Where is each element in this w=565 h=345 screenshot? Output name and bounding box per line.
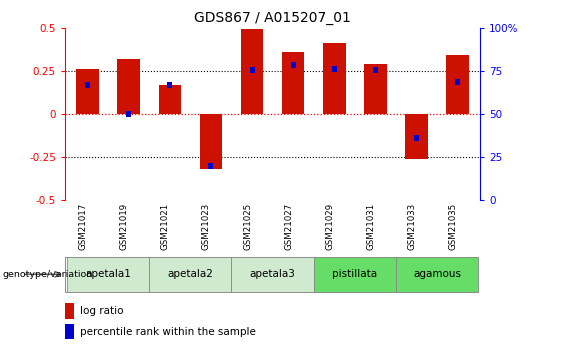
Bar [159,85,181,114]
Bar [118,59,140,114]
Text: percentile rank within the sample: percentile rank within the sample [80,327,256,337]
Bar [76,69,99,114]
Text: genotype/variation: genotype/variation [3,270,93,279]
Text: GSM21017: GSM21017 [79,203,88,250]
Text: pistillata: pistillata [332,269,377,279]
Bar [67,257,149,292]
Text: GSM21029: GSM21029 [325,203,334,250]
Text: apetala1: apetala1 [85,269,131,279]
Bar [455,79,460,85]
Text: GSM21019: GSM21019 [120,203,129,250]
Text: GSM21023: GSM21023 [202,203,211,250]
Bar [126,111,131,117]
Text: GSM21033: GSM21033 [407,203,416,250]
Text: agamous: agamous [413,269,461,279]
Text: GSM21031: GSM21031 [367,203,375,250]
Bar [208,162,214,169]
Bar [232,257,314,292]
Bar [291,62,295,68]
Bar [332,66,337,72]
Bar [65,303,74,319]
Bar [250,67,254,73]
Text: GSM21025: GSM21025 [243,203,252,250]
Bar [241,29,263,114]
Bar [373,67,378,73]
Bar [364,64,386,114]
Bar [282,52,305,114]
Bar [314,257,396,292]
Title: GDS867 / A015207_01: GDS867 / A015207_01 [194,11,351,25]
Bar [446,55,469,114]
Text: GSM21027: GSM21027 [284,203,293,250]
Bar [167,81,172,88]
Bar [323,43,346,114]
Bar [396,257,478,292]
Text: apetala3: apetala3 [250,269,295,279]
Bar [414,135,419,141]
Bar [149,257,232,292]
Bar [405,114,428,159]
Text: apetala2: apetala2 [167,269,214,279]
Bar [199,114,222,169]
Text: GSM21021: GSM21021 [161,203,170,250]
Bar [85,82,90,88]
Text: log ratio: log ratio [80,306,123,316]
Bar [65,324,74,339]
Text: GSM21035: GSM21035 [449,203,458,250]
